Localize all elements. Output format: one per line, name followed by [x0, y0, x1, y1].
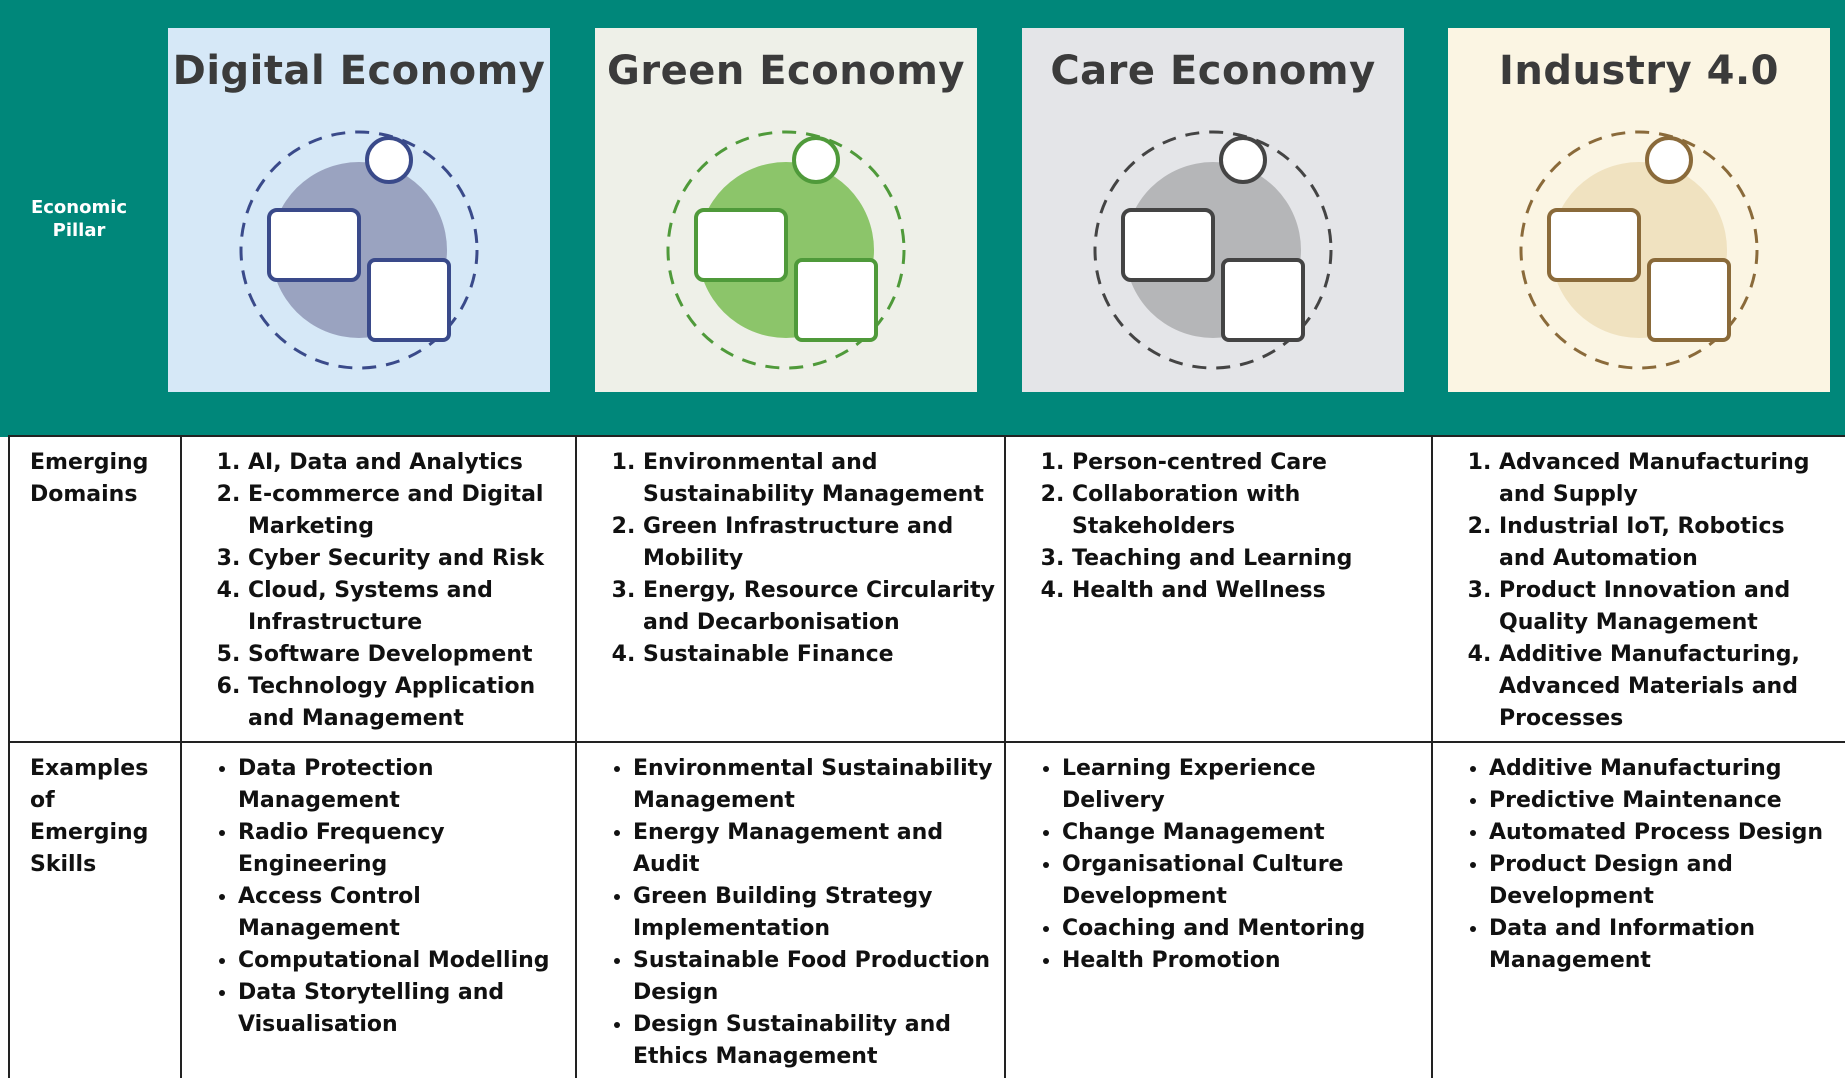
skills-cell: Environmental Sustainability ManagementE… [575, 743, 1004, 1078]
row-label: Economic Pillar [30, 197, 128, 241]
domains-cell: Person-centred CareCollaboration with St… [1004, 437, 1431, 743]
skill-list: Additive ManufacturingPredictive Mainten… [1451, 753, 1837, 977]
domain-item: E-commerce and Digital Marketing [248, 479, 567, 543]
icon [239, 130, 479, 370]
domain-item: Additive Manufacturing, Advanced Materia… [1499, 639, 1837, 735]
skill-item: Green Building Strategy Implementation [633, 881, 996, 945]
card-title: Digital Economy [172, 48, 546, 94]
domain-list: Environmental and Sustainability Managem… [595, 447, 996, 671]
domain-item: AI, Data and Analytics [248, 447, 567, 479]
domain-item: Green Infrastructure and Mobility [643, 511, 996, 575]
skill-item: Learning Experience Delivery [1062, 753, 1423, 817]
skill-item: Sustainable Food Production Design [633, 945, 996, 1009]
domain-item: Technology Application and Management [248, 671, 567, 735]
domain-item: Product Innovation and Quality Managemen… [1499, 575, 1837, 639]
pillar-card: Industry 4.0 [1448, 28, 1830, 392]
row-label: Examples of Emerging Skills [8, 743, 181, 1078]
skills-cell: Additive ManufacturingPredictive Mainten… [1431, 743, 1845, 1078]
icon [666, 130, 906, 370]
domain-list: AI, Data and AnalyticsE-commerce and Dig… [200, 447, 567, 735]
rule [8, 435, 1845, 437]
domain-item: Advanced Manufacturing and Supply [1499, 447, 1837, 511]
domain-item: Environmental and Sustainability Managem… [643, 447, 996, 511]
domains-cell: Environmental and Sustainability Managem… [575, 437, 1004, 743]
skill-list: Learning Experience DeliveryChange Manag… [1024, 753, 1423, 977]
skill-item: Automated Process Design [1489, 817, 1837, 849]
skill-list: Data Protection ManagementRadio Frequenc… [200, 753, 567, 1041]
card-title: Care Economy [1050, 48, 1376, 94]
skill-item: Energy Management and Audit [633, 817, 996, 881]
skill-item: Computational Modelling [238, 945, 567, 977]
pillar-card: Green Economy [595, 28, 977, 392]
skill-list: Environmental Sustainability ManagementE… [595, 753, 996, 1073]
header-band: Economic Pillar Digital Economy Green Eco… [0, 0, 1845, 437]
domain-item: Collaboration with Stakeholders [1072, 479, 1423, 543]
domains-cell: Advanced Manufacturing and SupplyIndustr… [1431, 437, 1845, 743]
domain-item: Industrial IoT, Robotics and Automation [1499, 511, 1837, 575]
skill-item: Product Design and Development [1489, 849, 1837, 913]
domain-item: Software Development [248, 639, 567, 671]
domain-item: Health and Wellness [1072, 575, 1423, 607]
domain-item: Sustainable Finance [643, 639, 996, 671]
icon [1519, 130, 1759, 370]
icon [1093, 130, 1333, 370]
skill-item: Additive Manufacturing [1489, 753, 1837, 785]
skill-item: Predictive Maintenance [1489, 785, 1837, 817]
domain-list: Advanced Manufacturing and SupplyIndustr… [1451, 447, 1837, 735]
skill-item: Health Promotion [1062, 945, 1423, 977]
skill-item: Environmental Sustainability Management [633, 753, 996, 817]
skill-item: Design Sustainability and Ethics Managem… [633, 1009, 996, 1073]
card-title: Industry 4.0 [1499, 48, 1779, 94]
skill-item: Coaching and Mentoring [1062, 913, 1423, 945]
domain-item: Cyber Security and Risk [248, 543, 567, 575]
domain-list: Person-centred CareCollaboration with St… [1024, 447, 1423, 607]
skill-item: Access Control Management [238, 881, 567, 945]
skill-item: Change Management [1062, 817, 1423, 849]
card-title: Green Economy [607, 48, 965, 94]
domain-item: Person-centred Care [1072, 447, 1423, 479]
skills-cell: Learning Experience DeliveryChange Manag… [1004, 743, 1431, 1078]
skill-item: Data Storytelling and Visualisation [238, 977, 567, 1041]
pillar-card: Care Economy [1022, 28, 1404, 392]
domain-item: Cloud, Systems and Infrastructure [248, 575, 567, 639]
domain-item: Energy, Resource Circularity and Decarbo… [643, 575, 996, 639]
skill-item: Data and Information Management [1489, 913, 1837, 977]
pillar-card: Digital Economy [168, 28, 550, 392]
domains-cell: AI, Data and AnalyticsE-commerce and Dig… [180, 437, 575, 743]
skill-item: Organisational Culture Development [1062, 849, 1423, 913]
skill-item: Data Protection Management [238, 753, 567, 817]
domain-item: Teaching and Learning [1072, 543, 1423, 575]
skill-item: Radio Frequency Engineering [238, 817, 567, 881]
skills-cell: Data Protection ManagementRadio Frequenc… [180, 743, 575, 1078]
row-label: Emerging Domains [8, 437, 181, 743]
